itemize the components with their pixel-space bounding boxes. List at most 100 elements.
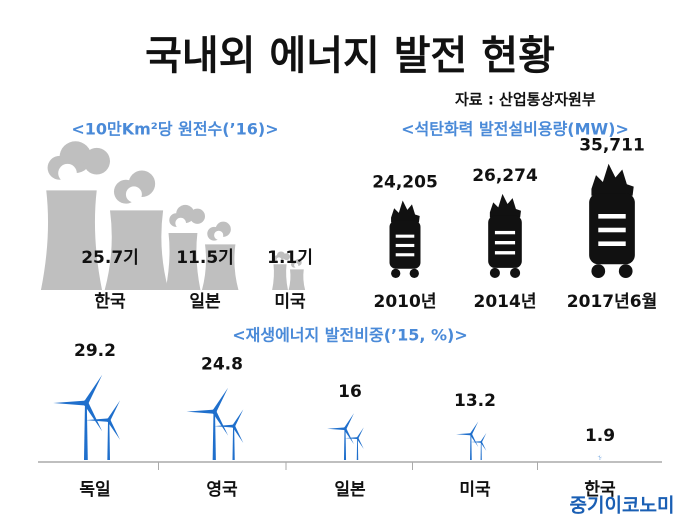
value-label: 1.1기 (267, 248, 313, 268)
stripe (494, 241, 516, 245)
category-label: 독일 (79, 480, 110, 500)
tower (107, 420, 110, 460)
value-label: 24.8 (201, 355, 243, 375)
blade (470, 421, 479, 435)
tower (212, 411, 216, 460)
category-label: 2017년6월 (567, 292, 657, 312)
factory-icon (165, 204, 239, 290)
cooling-tower (288, 269, 306, 290)
coal-icon (389, 200, 421, 278)
turbine-icon (186, 387, 244, 460)
blade (233, 426, 244, 443)
cooling-tower (165, 233, 201, 290)
blade (344, 413, 354, 429)
cooling-tower (272, 264, 288, 290)
stripe (494, 230, 516, 235)
stripe (395, 253, 415, 257)
blade (85, 403, 103, 432)
turbine (85, 400, 121, 460)
category-label: 한국 (94, 292, 126, 312)
value-label: 35,711 (579, 136, 645, 156)
blade (53, 400, 86, 406)
smoke (283, 253, 290, 261)
cooling-tower (104, 210, 169, 290)
logo: 중기이코노미 (570, 495, 675, 517)
smoke (276, 257, 282, 263)
blade (108, 420, 121, 440)
tower (83, 403, 88, 460)
turbine-icon (456, 421, 487, 460)
wheel (510, 267, 521, 278)
tower (470, 434, 472, 460)
value-label: 26,274 (472, 166, 538, 186)
value-label: 11.5기 (176, 248, 234, 268)
category-label: 영국 (206, 480, 238, 500)
turbine-icon (53, 374, 121, 460)
value-label: 16 (338, 382, 362, 402)
category-label: 일본 (334, 480, 366, 500)
turbine (214, 409, 244, 460)
cooling-tower (40, 190, 103, 290)
value-label: 13.2 (454, 391, 496, 411)
blade (599, 454, 601, 457)
smoke (189, 208, 205, 224)
hub (343, 427, 347, 431)
stripe (395, 243, 415, 248)
blade (327, 427, 346, 431)
wheel (591, 264, 606, 278)
wheel (618, 264, 633, 278)
blade (214, 424, 234, 428)
blade (344, 437, 358, 440)
value-label: 25.7기 (81, 248, 139, 268)
blade (186, 409, 215, 414)
turbine (344, 427, 364, 460)
turbine (456, 421, 479, 460)
stripe (598, 241, 626, 247)
stripe (395, 234, 415, 238)
turbine (597, 454, 601, 460)
hub (106, 418, 111, 423)
wheel (391, 268, 401, 278)
blade (470, 441, 482, 443)
hub (211, 409, 217, 415)
source: 자료 : 산업통상자원부 (455, 91, 596, 109)
smoke (83, 147, 110, 175)
category-label: 한국 (584, 480, 616, 500)
blade (599, 456, 601, 459)
hub (82, 400, 89, 407)
blade (600, 457, 602, 459)
turbine (599, 456, 602, 460)
chart-title: <10만Km²당 원전수(’16)> (71, 120, 278, 139)
blade (480, 433, 487, 442)
turbine-icon (597, 454, 602, 460)
coal-icon (488, 193, 522, 278)
blade (480, 441, 487, 451)
chart-title: <재생에너지 발전비중(’15, %)> (232, 326, 468, 345)
category-label: 미국 (274, 292, 306, 312)
blade (85, 418, 109, 422)
page-title: 국내외 에너지 발전 현황 (145, 33, 555, 79)
turbine (470, 433, 487, 460)
category-label: 일본 (189, 292, 221, 312)
smoke (125, 186, 142, 203)
category-label: 2014년 (474, 292, 537, 312)
smoke (214, 230, 224, 240)
factory-icon (272, 251, 306, 290)
blade (357, 438, 364, 450)
tower (480, 441, 482, 460)
blade (357, 427, 364, 439)
stripe (494, 251, 516, 255)
coal-icon (589, 163, 635, 278)
coal-lumps (489, 193, 521, 218)
stripe (598, 214, 626, 219)
hub (469, 432, 473, 436)
factory-icon (40, 141, 169, 290)
wheel (409, 268, 419, 278)
chart-title: <석탄화력 발전설비용량(MW)> (401, 120, 629, 139)
value-label: 1.9 (585, 426, 615, 446)
category-label: 2010년 (374, 292, 437, 312)
blade (213, 411, 229, 436)
blade (85, 374, 103, 404)
cooling-tower (201, 244, 239, 290)
